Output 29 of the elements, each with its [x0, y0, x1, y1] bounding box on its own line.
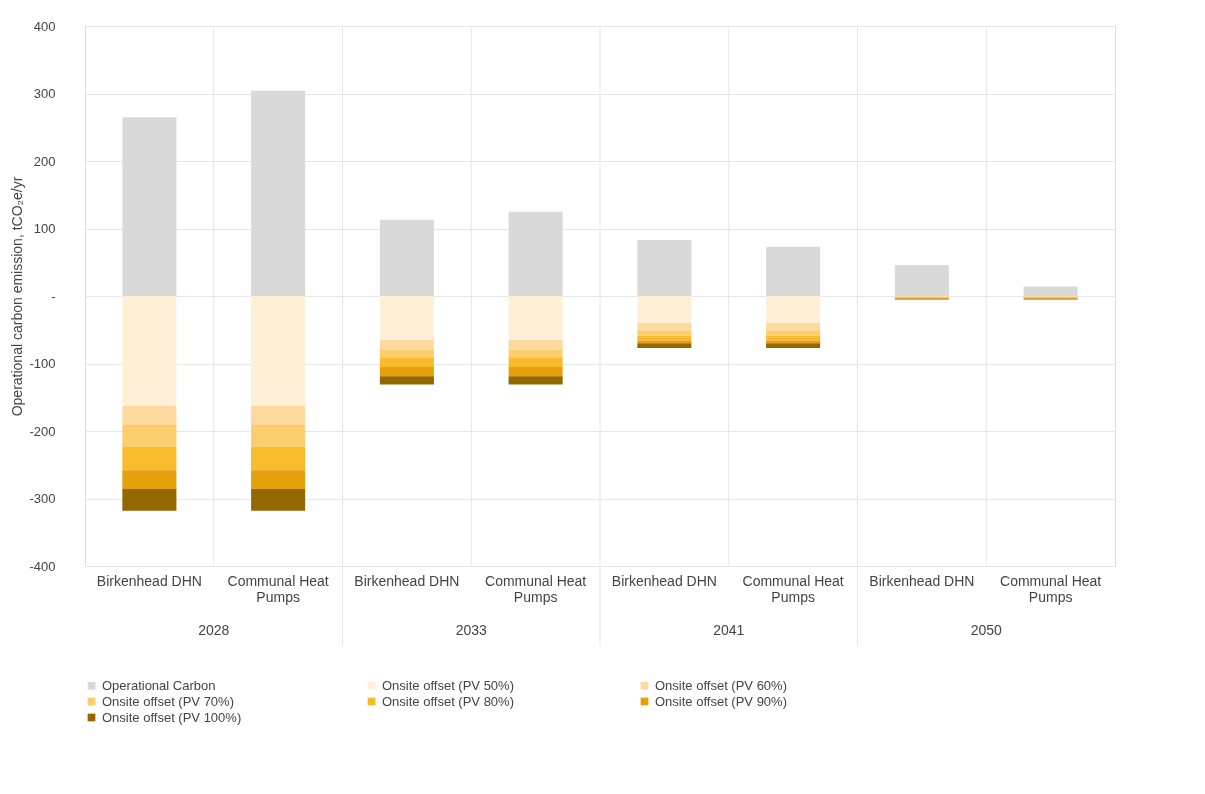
legend-label: Onsite offset (PV 50%): [382, 677, 514, 693]
y-tick-label: -300: [29, 491, 56, 506]
y-tick-label: -: [51, 288, 56, 304]
y-tick-label: 400: [33, 18, 56, 34]
legend-label: Onsite offset (PV 60%): [655, 677, 787, 693]
y-tick-label: -400: [29, 558, 56, 574]
y-tick-label: -200: [29, 423, 56, 439]
legend-label: Onsite offset (PV 90%): [655, 693, 787, 709]
x-tick-label: Communal Heat Pumps: [485, 572, 587, 605]
x-tick-label: Communal Heat Pumps: [1000, 572, 1102, 605]
x-tick-label: Communal Heat Pumps: [742, 572, 844, 605]
y-tick-label: -100: [29, 356, 56, 371]
y-tick-label: 300: [33, 86, 56, 101]
y-tick-label: 200: [33, 153, 56, 169]
x-tick-label: Birkenhead DHN: [611, 572, 717, 589]
legend-label: Onsite offset (PV 70%): [102, 693, 234, 709]
x-tick-label: Birkenhead DHN: [96, 572, 202, 589]
legend-label: Onsite offset (PV 80%): [382, 693, 514, 709]
x-tick-label: Birkenhead DHN: [869, 572, 975, 589]
x-tick-label: Communal Heat Pumps: [227, 572, 329, 605]
text: 2050: [970, 622, 1003, 638]
y-axis-title: Operational carbon emission, tCO₂e/yr: [9, 176, 26, 417]
text: 2033: [455, 622, 488, 638]
y-tick-label: 100: [33, 221, 56, 236]
text: 2041: [713, 622, 745, 638]
legend-label: Operational Carbon: [102, 677, 216, 693]
text: 2028: [198, 622, 230, 638]
x-tick-label: Birkenhead DHN: [354, 572, 460, 589]
legend-label: Onsite offset (PV 100%): [102, 709, 242, 725]
